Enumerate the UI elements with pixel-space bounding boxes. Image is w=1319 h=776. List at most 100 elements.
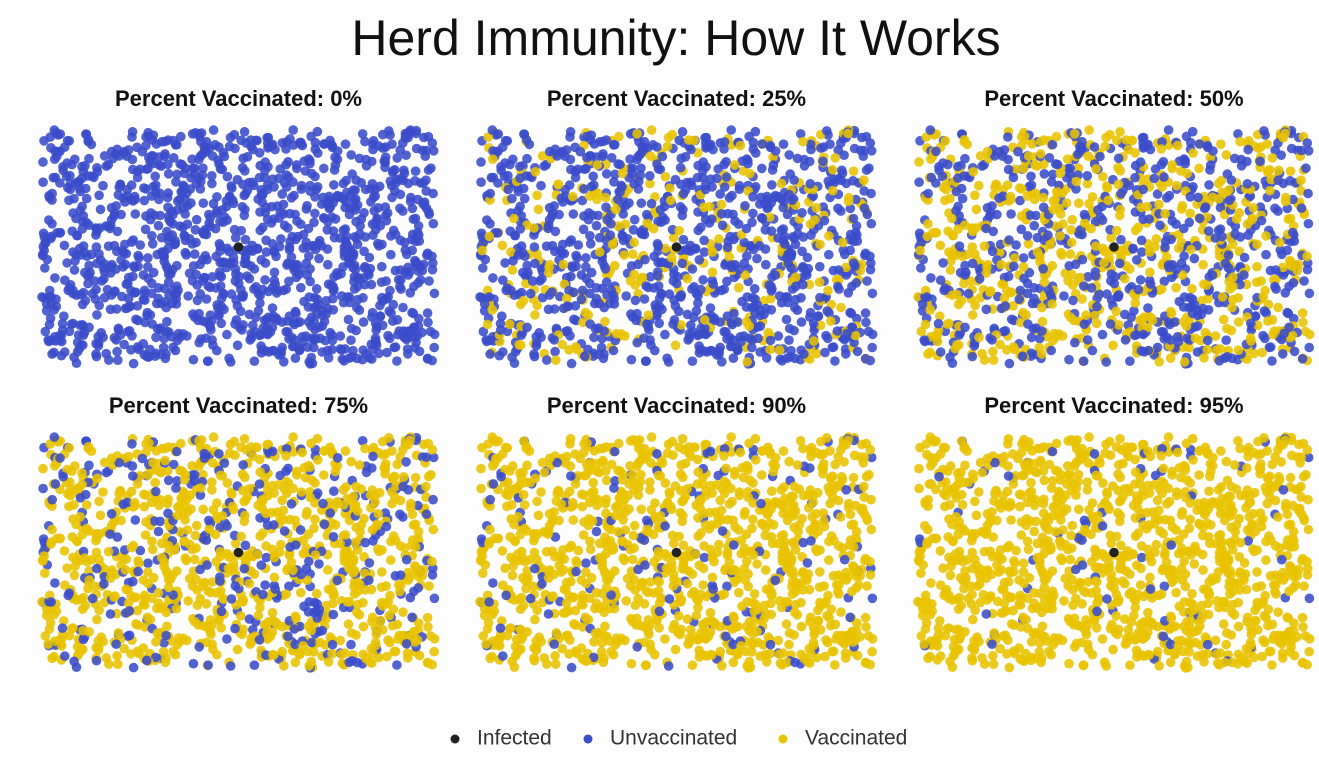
person-dot <box>1205 160 1216 170</box>
person-dot <box>113 659 123 669</box>
person-dot <box>349 501 360 512</box>
person-dot <box>342 292 353 302</box>
person-dot <box>1302 138 1313 148</box>
person-dot <box>95 510 106 521</box>
person-dot <box>222 215 232 225</box>
person-dot <box>135 164 145 175</box>
person-dot <box>589 180 599 190</box>
person-dot <box>77 173 87 183</box>
person-dot <box>676 320 686 330</box>
person-dot <box>1137 133 1148 143</box>
person-dot <box>258 589 268 600</box>
person-dot <box>616 329 626 339</box>
person-dot <box>505 159 515 170</box>
person-dot <box>1045 239 1055 250</box>
person-dot <box>101 467 112 478</box>
person-dot <box>550 226 561 237</box>
person-dot <box>173 204 183 215</box>
person-dot <box>805 179 816 189</box>
person-dot <box>837 165 847 176</box>
person-dot <box>112 651 122 661</box>
person-dot <box>1111 135 1122 146</box>
person-dot <box>1171 264 1182 275</box>
person-dot <box>215 241 226 251</box>
person-dot <box>1162 193 1172 203</box>
person-dot <box>737 296 747 307</box>
person-dot <box>239 127 250 137</box>
person-dot <box>859 203 870 213</box>
person-dot <box>1156 144 1167 154</box>
person-dot <box>395 265 406 275</box>
person-dot <box>207 151 218 161</box>
person-dot <box>488 154 498 164</box>
person-dot <box>569 314 579 325</box>
person-dot <box>260 275 270 285</box>
person-dot <box>288 260 298 270</box>
person-dot <box>787 195 797 206</box>
person-dot <box>47 494 57 505</box>
person-dot <box>921 132 931 142</box>
person-dot <box>1046 345 1056 356</box>
person-dot <box>1221 335 1231 346</box>
person-dot <box>148 457 158 468</box>
person-dot <box>207 458 218 468</box>
person-dot <box>970 300 980 311</box>
person-dot <box>1282 307 1292 318</box>
person-dot <box>485 349 495 359</box>
person-dot <box>613 194 623 205</box>
person-dot <box>248 451 258 462</box>
person-dot <box>981 304 992 315</box>
person-dot <box>240 189 251 199</box>
person-dot <box>790 353 800 364</box>
person-dot <box>1248 203 1259 213</box>
person-dot <box>98 180 108 191</box>
person-dot <box>195 184 206 194</box>
person-dot <box>1233 345 1244 356</box>
person-dot <box>181 250 192 260</box>
person-dot <box>319 213 330 224</box>
person-dot <box>216 301 227 312</box>
person-dot <box>198 504 209 515</box>
person-dot <box>1275 237 1285 248</box>
person-dot <box>693 298 703 308</box>
person-dot <box>565 132 575 142</box>
person-dot <box>1176 237 1187 248</box>
person-dot <box>796 317 807 327</box>
person-dot <box>636 163 646 173</box>
person-dot <box>953 340 964 350</box>
person-dot <box>332 575 343 586</box>
person-dot <box>1017 351 1028 362</box>
person-dot <box>212 649 222 660</box>
person-dot <box>1172 180 1182 191</box>
person-dot <box>207 272 218 282</box>
person-dot <box>1039 277 1050 288</box>
person-dot <box>84 627 94 637</box>
person-dot <box>370 318 381 329</box>
person-dot <box>1083 272 1093 282</box>
person-dot <box>114 151 124 161</box>
person-dot <box>824 231 834 241</box>
person-dot <box>866 218 877 229</box>
person-dot <box>283 157 293 167</box>
person-dot <box>1280 196 1291 207</box>
person-dot <box>208 125 219 135</box>
person-dot <box>177 466 187 477</box>
person-dot <box>1302 264 1313 275</box>
person-dot <box>378 450 388 460</box>
person-dot <box>1234 208 1244 218</box>
person-dot <box>269 267 280 278</box>
person-dot <box>795 129 806 139</box>
person-dot <box>171 299 182 309</box>
person-dot <box>407 612 417 623</box>
person-dot <box>522 270 532 280</box>
person-dot <box>592 194 602 205</box>
person-dot <box>141 184 151 194</box>
person-dot <box>367 485 378 495</box>
person-dot <box>776 178 787 189</box>
person-dot <box>699 247 710 257</box>
person-dot <box>1285 213 1296 224</box>
person-dot <box>1111 225 1122 236</box>
person-dot <box>741 223 752 234</box>
person-dot <box>299 296 309 307</box>
person-dot <box>1303 146 1314 156</box>
